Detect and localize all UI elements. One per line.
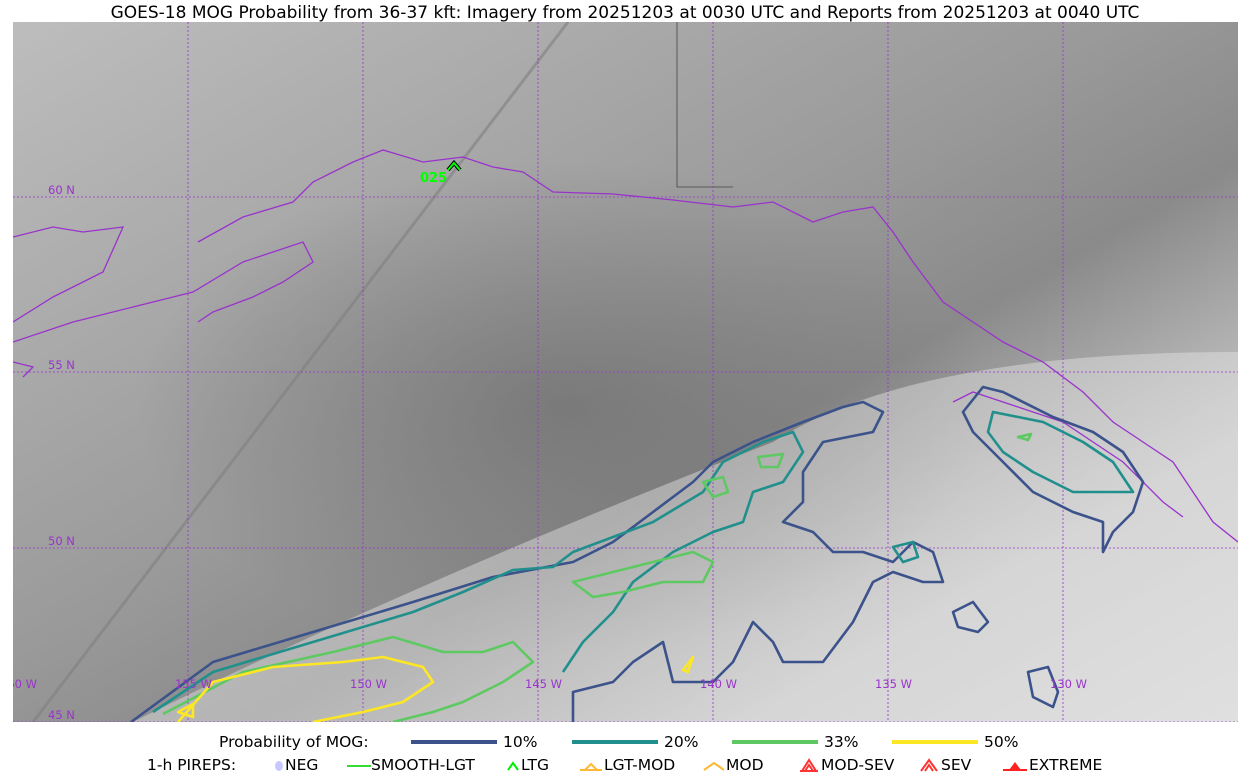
mog-contour-33pct bbox=[701, 475, 730, 499]
pirep-legend-label: 1-h PIREPS: bbox=[147, 756, 237, 774]
extreme-icon bbox=[1003, 762, 1027, 771]
mog-contour-20pct bbox=[986, 410, 1135, 494]
longitude-label: 130 W bbox=[1050, 677, 1087, 691]
latitude-label: 60 N bbox=[48, 183, 75, 197]
mog-legend-item: 50% bbox=[892, 733, 1018, 751]
latitude-label: 55 N bbox=[48, 358, 75, 372]
mog-contour-33pct bbox=[162, 635, 535, 722]
pirep-label: NEG bbox=[285, 756, 319, 774]
pirep-label: LGT-MOD bbox=[604, 756, 676, 774]
mod-icon bbox=[703, 761, 725, 771]
pirep-item: SEV bbox=[917, 756, 971, 774]
pirep-label: 025 bbox=[420, 171, 447, 186]
mog-legend-label: Probability of MOG: bbox=[219, 733, 369, 751]
coastline bbox=[13, 241, 314, 343]
pirep-label: SMOOTH-LGT bbox=[371, 756, 475, 774]
pirep-label: MOD bbox=[726, 756, 764, 774]
legend-label: 10% bbox=[503, 733, 538, 751]
mog-contour-33pct bbox=[571, 550, 715, 599]
latitude-label: 45 N bbox=[48, 708, 75, 722]
legend-label: 20% bbox=[664, 733, 699, 751]
pirep-label: MOD-SEV bbox=[821, 756, 895, 774]
longitude-label: 140 W bbox=[700, 677, 737, 691]
pirep-item: LGT-MOD bbox=[578, 756, 675, 774]
neg-icon bbox=[275, 761, 283, 771]
pirep-item: SMOOTH-LGT bbox=[347, 756, 475, 774]
longitude-label: 135 W bbox=[875, 677, 912, 691]
legend-label: 33% bbox=[824, 733, 859, 751]
pirep-marker: 025 bbox=[420, 159, 462, 186]
mog-contour-20pct bbox=[152, 430, 805, 714]
mog-legend-item: 20% bbox=[572, 733, 698, 751]
mod-sev-icon bbox=[800, 758, 818, 772]
sev-icon bbox=[920, 758, 938, 772]
legend-label: 50% bbox=[984, 733, 1019, 751]
pirep-item: EXTREME bbox=[1001, 756, 1102, 774]
pirep-label: EXTREME bbox=[1029, 756, 1103, 774]
coastline bbox=[197, 149, 1238, 543]
longitude-label: 155 W bbox=[175, 677, 212, 691]
pirep-label: LTG bbox=[521, 756, 549, 774]
mog-legend-item: 10% bbox=[411, 733, 537, 751]
pirep-item: MOD-SEV bbox=[797, 756, 894, 774]
pirep-item: NEG bbox=[273, 756, 318, 774]
lgt-mod-icon bbox=[580, 762, 602, 771]
mog-contour-10pct bbox=[961, 385, 1145, 554]
mog-contour-50pct bbox=[177, 655, 435, 722]
coastline bbox=[13, 226, 125, 323]
mog-contour-10pct bbox=[1026, 665, 1060, 709]
longitude-label: 150 W bbox=[350, 677, 387, 691]
longitude-label: 160 W bbox=[13, 677, 37, 691]
pirep-item: MOD bbox=[702, 756, 764, 774]
mog-contour-10pct bbox=[130, 400, 945, 722]
mog-contour-33pct bbox=[1016, 432, 1033, 442]
satellite-map: 60 N 55 N 50 N 45 N 160 W 155 W 150 W 145 W 140 … bbox=[13, 22, 1238, 722]
pirep-item: LTG bbox=[505, 756, 549, 774]
swatch-33 bbox=[732, 740, 818, 744]
chart-title: GOES-18 MOG Probability from 36-37 kft: … bbox=[110, 3, 1140, 23]
smooth-lgt-line-icon bbox=[347, 765, 371, 767]
mog-contour-33pct bbox=[756, 452, 785, 469]
swatch-50 bbox=[892, 740, 978, 744]
longitude-label: 145 W bbox=[525, 677, 562, 691]
mog-contour-50pct bbox=[176, 702, 195, 719]
swatch-10 bbox=[411, 740, 497, 744]
latitude-label: 50 N bbox=[48, 534, 75, 548]
coastline bbox=[13, 361, 35, 378]
mog-contour-50pct bbox=[681, 655, 695, 674]
coastline bbox=[952, 391, 1184, 518]
ltg-chevron-icon bbox=[507, 761, 519, 771]
swatch-20 bbox=[572, 740, 658, 744]
mog-legend-item: 33% bbox=[732, 733, 858, 751]
mog-contour-10pct bbox=[951, 600, 990, 634]
mog-contour-20pct bbox=[891, 540, 920, 564]
pirep-label: SEV bbox=[941, 756, 972, 774]
